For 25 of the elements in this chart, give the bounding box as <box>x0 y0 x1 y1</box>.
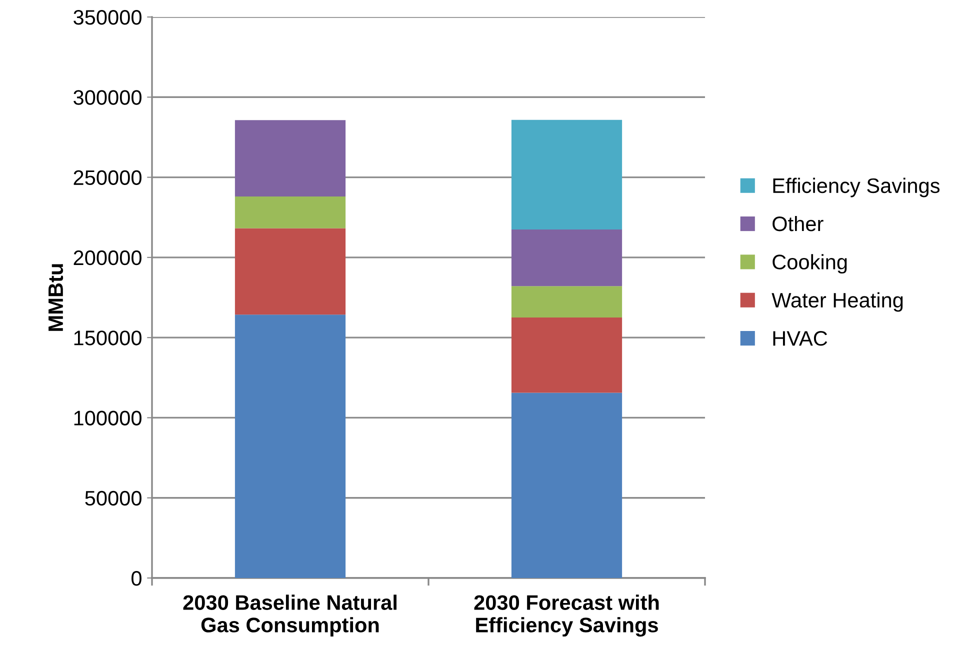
bar <box>511 120 622 230</box>
bar <box>234 120 346 197</box>
x-tick-label: 2030 Forecast with Efficiency Savings <box>474 594 659 637</box>
bar <box>234 314 346 578</box>
bar <box>511 286 622 318</box>
legend-label: Cooking <box>772 254 847 274</box>
y-tick-label: 150000 <box>74 330 142 346</box>
y-tick-label: 100000 <box>74 410 142 426</box>
legend-label: Other <box>772 216 824 232</box>
bar <box>511 318 622 393</box>
y-tick-label: 250000 <box>74 170 142 186</box>
bar <box>511 392 622 578</box>
y-tick-label: 0 <box>132 571 142 586</box>
y-tick-label: 300000 <box>74 90 142 105</box>
y-tick-label: 200000 <box>74 250 142 266</box>
y-tick-label: 350000 <box>74 10 142 25</box>
bar <box>234 228 346 315</box>
x-tick-label: 2030 Baseline Natural Gas Consumption <box>183 594 396 637</box>
legend-label: Water Heating <box>772 292 903 312</box>
y-tick-label: 50000 <box>85 490 142 506</box>
legend-label: HVAC <box>773 331 828 346</box>
legend-label: Efficiency Savings <box>773 178 940 198</box>
y-axis-title: MMBtu <box>48 264 64 331</box>
bar <box>234 196 346 228</box>
bar <box>511 230 622 286</box>
